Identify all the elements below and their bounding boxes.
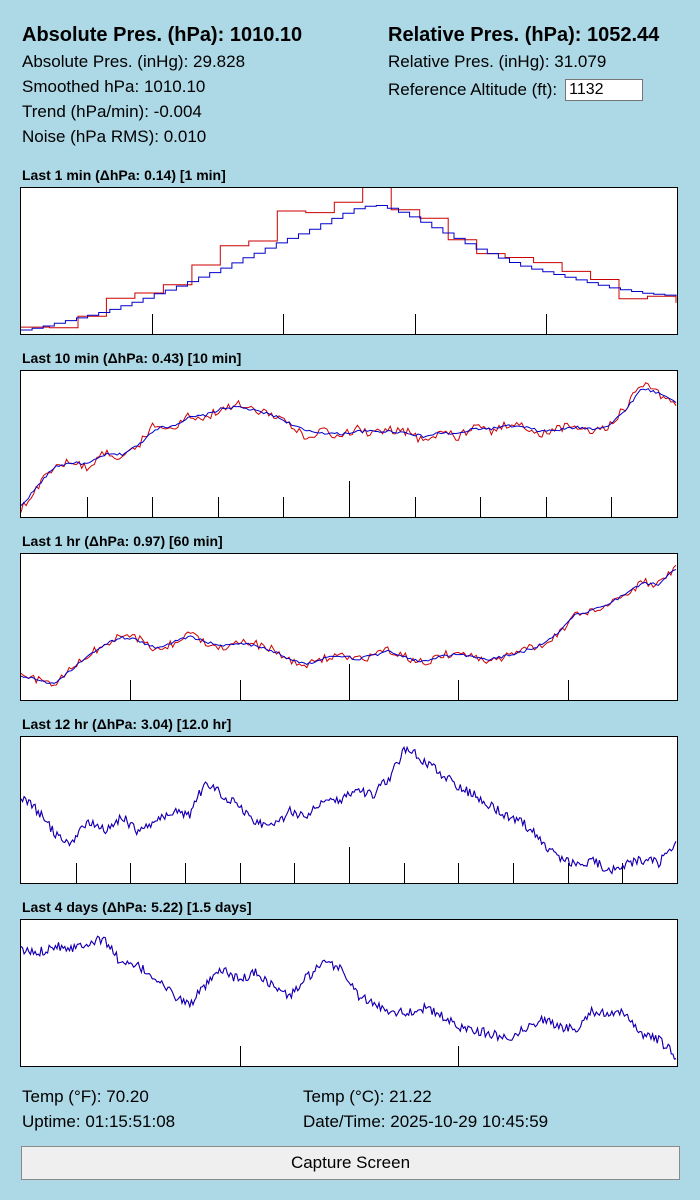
- smoothed-pressure-line: [21, 568, 677, 684]
- chart-plot-area: [21, 564, 677, 700]
- relative-inhg-readout: Relative Pres. (inHg): 31.079: [388, 52, 607, 71]
- capture-screen-button[interactable]: Capture Screen: [21, 1146, 680, 1180]
- relative-hpa-value: 1052.44: [586, 24, 660, 46]
- datetime-readout: Date/Time: 2025-10-29 10:45:59: [303, 1112, 549, 1131]
- relative-inhg-value: 31.079: [554, 52, 607, 71]
- raw-pressure-line: [21, 564, 677, 687]
- relative-hpa-readout: Relative Pres. (hPa): 1052.44: [388, 24, 660, 46]
- datetime-value: 2025-10-29 10:45:59: [390, 1112, 549, 1131]
- temp-c-value: 21.22: [389, 1087, 432, 1106]
- chart-plot-area: [21, 188, 677, 334]
- chart-title-12hr: Last 12 hr (ΔhPa: 3.04) [12.0 hr]: [22, 716, 232, 732]
- smoothed-pressure-line: [21, 745, 677, 875]
- chart-10min: [20, 370, 678, 518]
- reference-altitude-input[interactable]: [565, 78, 644, 101]
- chart-1min: [20, 187, 678, 335]
- temp-c-readout: Temp (°C): 21.22: [303, 1087, 432, 1106]
- absolute-hpa-value: 1010.10: [229, 24, 303, 46]
- chart-title-4days: Last 4 days (ΔhPa: 5.22) [1.5 days]: [22, 899, 252, 915]
- reference-altitude-row: Reference Altitude (ft):: [388, 77, 659, 102]
- raw-pressure-line: [21, 935, 677, 1060]
- relative-readings: Relative Pres. (hPa): 1052.44 Relative P…: [388, 22, 659, 102]
- absolute-hpa-readout: Absolute Pres. (hPa): 1010.10: [22, 24, 303, 46]
- trend-value: -0.004: [153, 102, 202, 121]
- reference-altitude-label: Reference Altitude (ft):: [388, 80, 558, 99]
- raw-pressure-line: [21, 745, 677, 875]
- chart-title-1hr: Last 1 hr (ΔhPa: 0.97) [60 min]: [22, 533, 223, 549]
- absolute-inhg-value: 29.828: [193, 52, 246, 71]
- noise-value: 0.010: [163, 127, 207, 146]
- raw-pressure-line: [21, 382, 677, 513]
- noise-readout: Noise (hPa RMS): 0.010: [22, 127, 207, 146]
- chart-1hr: [20, 553, 678, 701]
- temp-f-value: 70.20: [106, 1087, 149, 1106]
- chart-title-10min: Last 10 min (ΔhPa: 0.43) [10 min]: [22, 350, 242, 366]
- smoothed-hpa-value: 1010.10: [143, 77, 206, 96]
- chart-title-1min: Last 1 min (ΔhPa: 0.14) [1 min]: [22, 167, 226, 183]
- chart-plot-area: [21, 745, 677, 883]
- temp-f-readout: Temp (°F): 70.20: [22, 1087, 149, 1106]
- chart-plot-area: [21, 935, 677, 1066]
- trend-readout: Trend (hPa/min): -0.004: [22, 102, 202, 121]
- smoothed-hpa-readout: Smoothed hPa: 1010.10: [22, 77, 206, 96]
- smoothed-pressure-line: [21, 205, 677, 331]
- chart-plot-area: [21, 382, 677, 517]
- absolute-readings: Absolute Pres. (hPa): 1010.10 Absolute P…: [22, 22, 302, 149]
- uptime-readout: Uptime: 01:15:51:08: [22, 1112, 176, 1131]
- raw-pressure-line: [21, 188, 677, 329]
- smoothed-pressure-line: [21, 935, 677, 1060]
- chart-12hr: [20, 736, 678, 884]
- chart-4days: [20, 919, 678, 1067]
- uptime-value: 01:15:51:08: [85, 1112, 176, 1131]
- smoothed-pressure-line: [21, 387, 677, 506]
- absolute-inhg-readout: Absolute Pres. (inHg): 29.828: [22, 52, 246, 71]
